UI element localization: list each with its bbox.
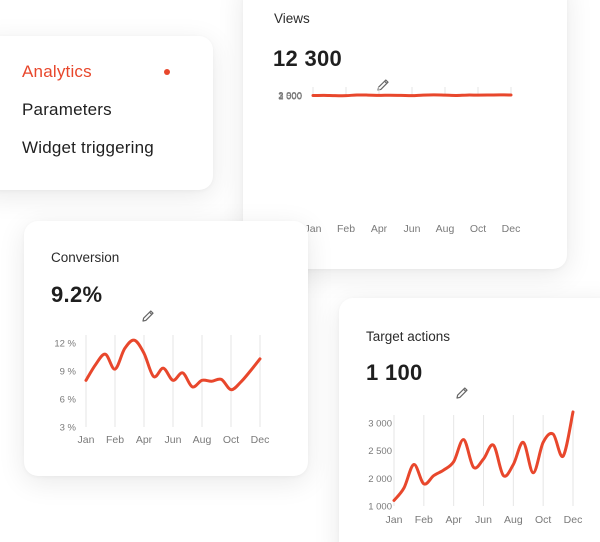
x-tick-label: Apr (371, 223, 388, 235)
x-tick-label: Apr (445, 514, 462, 526)
pencil-icon[interactable] (454, 385, 470, 401)
x-tick-label: Jan (78, 434, 95, 446)
x-tick-label: Jun (165, 434, 182, 446)
menu-item-widget-triggering[interactable]: Widget triggering (22, 138, 154, 157)
x-tick-label: Aug (504, 514, 523, 526)
y-tick-label: 3 000 (368, 419, 392, 430)
menu-item-parameters[interactable]: Parameters (22, 100, 112, 119)
pencil-icon[interactable] (140, 308, 156, 324)
x-tick-label: Jun (475, 514, 492, 526)
card-title: Views (274, 11, 310, 26)
conversion-card: Conversion 9.2% Jan Feb Apr Jun Aug Oct Dec 12 … (24, 221, 308, 476)
menu-card: Analytics Parameters Widget triggering (0, 36, 213, 190)
target-actions-chart: Jan Feb Apr Jun Aug Oct Dec 3 000 2 500 2 000 1 00… (368, 410, 583, 526)
y-tick-label: 2 500 (278, 91, 302, 102)
x-tick-label: Oct (470, 223, 486, 235)
x-tick-label: Feb (415, 514, 433, 526)
series-line (84, 338, 262, 392)
x-tick-label: Dec (502, 223, 521, 235)
x-tick-label: Oct (535, 514, 551, 526)
x-tick-label: Dec (564, 514, 583, 526)
x-tick-label: Oct (223, 434, 239, 446)
card-title: Target actions (366, 329, 451, 344)
x-tick-label: Aug (193, 434, 212, 446)
x-tick-label: Dec (251, 434, 270, 446)
y-tick-label: 2 000 (278, 91, 302, 102)
menu-item-analytics[interactable]: Analytics (22, 62, 92, 81)
y-tick-label: 2 000 (368, 474, 392, 485)
y-tick-label: 6 % (60, 395, 77, 406)
card-value: 1 100 (366, 360, 423, 385)
series-line (392, 410, 575, 502)
x-tick-label: Feb (337, 223, 355, 235)
x-tick-label: Jun (404, 223, 421, 235)
series-line (311, 93, 513, 98)
y-tick-label: 1 000 (278, 92, 302, 103)
card-title: Conversion (51, 250, 120, 265)
x-tick-label: Aug (436, 223, 455, 235)
card-value: 12 300 (273, 46, 343, 71)
x-tick-label: Apr (136, 434, 153, 446)
x-tick-label: Jan (305, 223, 322, 235)
y-tick-label: 3 % (60, 423, 77, 434)
conversion-chart: Jan Feb Apr Jun Aug Oct Dec 12 % 9 % 6 % 3 % (54, 335, 270, 446)
target-actions-card: Target actions 1 100 Jan Feb Apr Jun Aug Oct D… (339, 298, 600, 542)
y-tick-label: 2 500 (368, 446, 392, 457)
x-tick-label: Jan (386, 514, 403, 526)
y-tick-label: 12 % (54, 339, 76, 350)
y-tick-label: 9 % (60, 367, 77, 378)
y-tick-label: 3 000 (278, 91, 302, 102)
y-tick-label: 1 000 (368, 502, 392, 513)
x-tick-label: Feb (106, 434, 124, 446)
active-indicator-dot (164, 69, 170, 75)
card-value: 9.2% (51, 282, 103, 307)
